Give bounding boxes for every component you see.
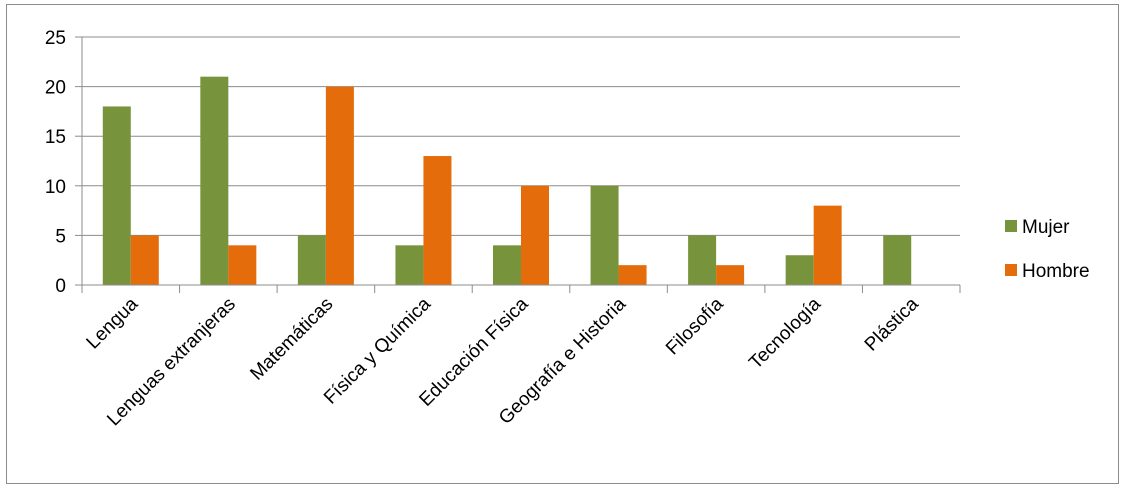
- x-category-label: Matemáticas: [246, 294, 337, 385]
- bar-mujer-4: [493, 245, 521, 285]
- bar-mujer-0: [102, 106, 131, 285]
- x-category-label: Tecnología: [745, 293, 825, 373]
- y-tick-label: 20: [45, 78, 66, 99]
- bar-mujer-7: [785, 255, 814, 285]
- bar-hombre-3: [423, 156, 452, 285]
- x-category-label: Lengua: [83, 293, 143, 353]
- x-category-label: Filosofía: [662, 293, 728, 359]
- bar-mujer-2: [297, 235, 326, 285]
- bar-hombre-2: [325, 86, 354, 285]
- axes: [75, 36, 961, 293]
- y-tick-label: 25: [45, 28, 66, 49]
- bar-mujer-6: [688, 235, 717, 285]
- x-category-label: Física y Química: [320, 293, 435, 408]
- bar-hombre-5: [618, 265, 647, 285]
- y-tick-labels: 0 5 10 15 20 25: [45, 28, 66, 297]
- y-tick-label: 5: [55, 226, 66, 247]
- legend-label-mujer: Mujer: [1022, 217, 1070, 238]
- chart-area: [6, 4, 1119, 484]
- bar-hombre-6: [716, 265, 745, 285]
- bar-hombre-0: [130, 235, 159, 285]
- x-category-label: Plástica: [861, 293, 923, 355]
- legend: Mujer Hombre: [1005, 217, 1090, 282]
- legend-swatch-mujer: [1005, 220, 1017, 232]
- bar-mujer-3: [395, 245, 424, 285]
- bar-hombre-4: [521, 185, 549, 285]
- y-tick-label: 0: [55, 276, 66, 297]
- legend-swatch-hombre: [1005, 264, 1017, 276]
- bar-hombre-7: [813, 205, 842, 285]
- legend-label-hombre: Hombre: [1022, 261, 1090, 282]
- y-tick-label: 15: [45, 127, 66, 148]
- bar-mujer-8: [883, 235, 912, 285]
- bar-mujer-1: [200, 76, 229, 286]
- bars: [102, 76, 912, 286]
- bar-mujer-5: [590, 185, 619, 285]
- bar-hombre-1: [228, 245, 257, 285]
- y-tick-label: 10: [45, 177, 66, 198]
